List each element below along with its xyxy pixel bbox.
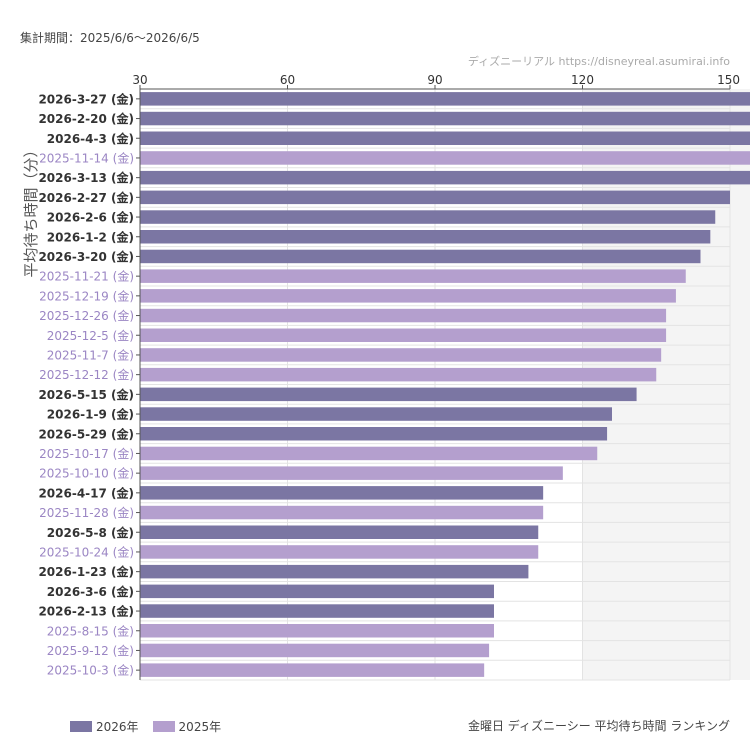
bar[interactable]	[140, 131, 750, 146]
bar[interactable]	[140, 328, 667, 343]
category-label: 2025-12-5 (金)	[47, 328, 134, 343]
bar[interactable]	[140, 249, 701, 264]
category-label: 2026-5-29 (金)	[38, 426, 134, 441]
category-label: 2026-3-6 (金)	[47, 584, 134, 599]
category-label: 2025-10-3 (金)	[47, 663, 134, 678]
category-label: 2025-10-24 (金)	[39, 544, 134, 559]
category-label: 2026-2-6 (金)	[47, 210, 134, 225]
category-label: 2026-2-27 (金)	[38, 190, 134, 205]
footer-title: 金曜日 ディズニーシー 平均待ち時間 ランキング	[467, 719, 730, 733]
category-label: 2026-5-8 (金)	[47, 525, 134, 540]
credit-text: ディズニーリアル https://disneyreal.asumirai.inf…	[467, 55, 730, 68]
category-label: 2025-11-21 (金)	[39, 269, 134, 284]
category-label: 2026-1-23 (金)	[38, 564, 134, 579]
category-label: 2026-2-13 (金)	[38, 604, 134, 619]
x-tick-label: 30	[132, 73, 147, 87]
bar[interactable]	[140, 427, 608, 441]
category-label: 2025-10-17 (金)	[39, 446, 134, 461]
category-label: 2025-11-7 (金)	[47, 347, 134, 362]
legend-label-2025: 2025年	[178, 720, 222, 734]
category-label: 2026-4-17 (金)	[38, 485, 134, 500]
category-label: 2025-8-15 (金)	[47, 623, 134, 638]
category-label: 2026-2-20 (金)	[38, 111, 134, 126]
y-axis-title: 平均待ち時間（分）	[22, 142, 40, 277]
x-tick-label: 90	[427, 73, 442, 87]
bar[interactable]	[140, 446, 598, 461]
x-tick-label: 120	[571, 73, 594, 87]
bar[interactable]	[140, 643, 490, 658]
category-label: 2026-1-2 (金)	[47, 229, 134, 244]
legend-item-2025[interactable]: 2025年	[152, 718, 222, 735]
category-label: 2026-3-13 (金)	[38, 170, 134, 185]
x-tick-label: 60	[280, 73, 295, 87]
x-tick-label: 150	[717, 73, 740, 87]
bar[interactable]	[140, 564, 529, 579]
bar[interactable]	[140, 111, 750, 126]
bar[interactable]	[140, 92, 750, 106]
bar[interactable]	[140, 584, 494, 599]
category-label: 2025-11-28 (金)	[39, 505, 134, 520]
period-text: 集計期間：2025/6/6～2026/6/5	[20, 31, 200, 45]
bar[interactable]	[140, 486, 544, 500]
category-label: 2025-9-12 (金)	[47, 643, 134, 658]
bar[interactable]	[140, 348, 662, 362]
category-label: 2025-10-10 (金)	[39, 466, 134, 481]
category-label: 2025-11-14 (金)	[39, 150, 134, 165]
bar[interactable]	[140, 466, 563, 480]
bar[interactable]	[140, 210, 716, 224]
bar[interactable]	[140, 525, 539, 540]
bar[interactable]	[140, 289, 676, 303]
bar[interactable]	[140, 151, 750, 165]
category-label: 2025-12-12 (金)	[39, 367, 134, 382]
legend-swatch-2026	[70, 721, 92, 732]
category-label: 2026-5-15 (金)	[38, 387, 134, 402]
bar[interactable]	[140, 170, 750, 185]
bar[interactable]	[140, 269, 686, 283]
bar[interactable]	[140, 407, 612, 421]
legend: 2026年 2025年	[70, 718, 235, 735]
bar[interactable]	[140, 367, 657, 382]
bar[interactable]	[140, 624, 494, 638]
bar[interactable]	[140, 545, 539, 559]
category-label: 2026-3-27 (金)	[38, 91, 134, 106]
legend-swatch-2025	[152, 721, 175, 732]
category-label: 2026-4-3 (金)	[47, 131, 134, 146]
category-label: 2026-1-9 (金)	[47, 407, 134, 422]
bar[interactable]	[140, 308, 667, 323]
bar[interactable]	[140, 190, 730, 205]
category-label: 2025-12-19 (金)	[39, 288, 134, 303]
bar[interactable]	[140, 230, 711, 244]
category-label: 2025-12-26 (金)	[39, 308, 134, 323]
legend-label-2026: 2026年	[96, 720, 139, 734]
bar[interactable]	[140, 663, 485, 677]
category-label: 2026-3-20 (金)	[38, 249, 134, 264]
bar[interactable]	[140, 604, 494, 618]
bar[interactable]	[140, 505, 544, 520]
bar[interactable]	[140, 387, 637, 402]
legend-item-2026[interactable]: 2026年	[70, 718, 139, 735]
